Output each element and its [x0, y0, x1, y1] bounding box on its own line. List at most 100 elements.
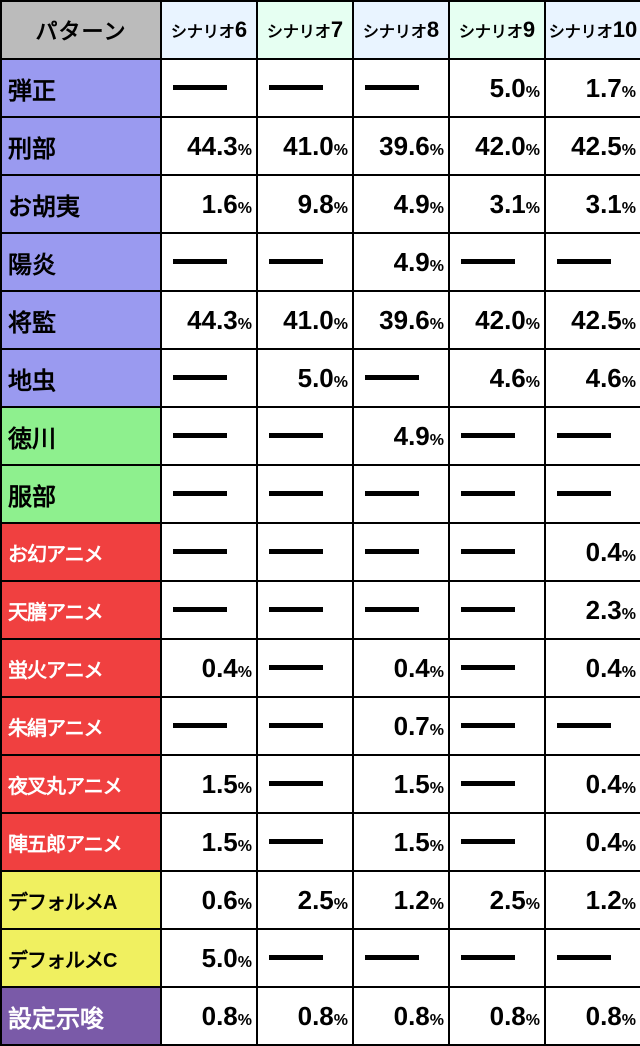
cell-number: 44.3 [187, 131, 238, 161]
cell-value: 42.5% [545, 117, 640, 175]
cell-number: 1.5 [202, 769, 238, 799]
cell-value [161, 59, 257, 117]
percent-sign: % [622, 1012, 636, 1029]
column-header-prefix: シナリオ [549, 24, 613, 41]
table-row: 地虫5.0%4.6%4.6% [1, 349, 640, 407]
cell-value: 5.0% [161, 929, 257, 987]
cell-value: 9.8% [257, 175, 353, 233]
dash-icon [461, 781, 515, 786]
cell-value [353, 349, 449, 407]
percent-sign: % [238, 316, 252, 333]
cell-value: 39.6% [353, 291, 449, 349]
cell-number: 0.8 [202, 1001, 238, 1031]
dash-icon [365, 491, 419, 496]
cell-value: 0.4% [545, 639, 640, 697]
cell-number: 2.5 [490, 885, 526, 915]
cell-value [353, 929, 449, 987]
cell-value [257, 465, 353, 523]
percent-sign: % [238, 142, 252, 159]
dash-icon [173, 549, 227, 554]
table-row: 陣五郎アニメ1.5%1.5%0.4% [1, 813, 640, 871]
cell-value: 4.6% [449, 349, 545, 407]
percent-sign: % [430, 838, 444, 855]
column-header-9: シナリオ9 [449, 1, 545, 59]
cell-value [449, 929, 545, 987]
row-label: 陣五郎アニメ [1, 813, 161, 871]
cell-number: 0.8 [394, 1001, 430, 1031]
percent-sign: % [238, 200, 252, 217]
cell-value: 2.5% [449, 871, 545, 929]
column-header-prefix: シナリオ [459, 24, 523, 41]
cell-value [257, 407, 353, 465]
cell-value [161, 349, 257, 407]
dash-icon [269, 839, 323, 844]
percent-sign: % [622, 84, 636, 101]
column-header-6: シナリオ6 [161, 1, 257, 59]
dash-icon [269, 549, 323, 554]
percent-sign: % [238, 954, 252, 971]
cell-value [353, 465, 449, 523]
percent-sign: % [238, 1012, 252, 1029]
cell-number: 4.9 [394, 421, 430, 451]
cell-value [545, 407, 640, 465]
cell-value: 0.4% [545, 813, 640, 871]
dash-icon [461, 723, 515, 728]
dash-icon [269, 85, 323, 90]
cell-number: 3.1 [586, 189, 622, 219]
cell-value: 44.3% [161, 291, 257, 349]
dash-icon [461, 259, 515, 264]
table-row: 服部 [1, 465, 640, 523]
cell-value: 0.8% [161, 987, 257, 1045]
table-row: 天膳アニメ2.3% [1, 581, 640, 639]
row-label: 設定示唆 [1, 987, 161, 1045]
percent-sign: % [622, 606, 636, 623]
cell-number: 42.5 [571, 131, 622, 161]
percent-sign: % [526, 142, 540, 159]
table-row: 朱絹アニメ0.7% [1, 697, 640, 755]
percent-sign: % [526, 1012, 540, 1029]
cell-value [257, 639, 353, 697]
column-header-num: 10 [613, 17, 637, 42]
cell-number: 0.4 [586, 769, 622, 799]
dash-icon [269, 665, 323, 670]
cell-number: 0.4 [394, 653, 430, 683]
percent-sign: % [334, 200, 348, 217]
table-row: デフォルメC5.0% [1, 929, 640, 987]
cell-number: 0.6 [202, 885, 238, 915]
table-row: 設定示唆0.8%0.8%0.8%0.8%0.8% [1, 987, 640, 1045]
cell-value [257, 697, 353, 755]
cell-number: 1.5 [202, 827, 238, 857]
percent-sign: % [430, 432, 444, 449]
cell-value: 0.8% [449, 987, 545, 1045]
dash-icon [173, 259, 227, 264]
dash-icon [461, 433, 515, 438]
column-header-num: 9 [523, 17, 535, 42]
cell-number: 41.0 [283, 131, 334, 161]
row-label: 朱絹アニメ [1, 697, 161, 755]
cell-value: 1.2% [353, 871, 449, 929]
cell-value: 4.9% [353, 175, 449, 233]
cell-number: 4.6 [586, 363, 622, 393]
table-row: 弾正5.0%1.7% [1, 59, 640, 117]
percent-sign: % [430, 896, 444, 913]
cell-value [353, 523, 449, 581]
percent-sign: % [622, 780, 636, 797]
percent-sign: % [430, 200, 444, 217]
percent-sign: % [334, 142, 348, 159]
column-header-num: 7 [331, 17, 343, 42]
table-row: お幻アニメ0.4% [1, 523, 640, 581]
table-row: お胡夷1.6%9.8%4.9%3.1%3.1% [1, 175, 640, 233]
percent-sign: % [622, 664, 636, 681]
cell-number: 1.5 [394, 769, 430, 799]
cell-value [257, 755, 353, 813]
cell-number: 0.4 [586, 537, 622, 567]
cell-number: 0.4 [586, 827, 622, 857]
cell-value: 4.9% [353, 233, 449, 291]
table-row: 将監44.3%41.0%39.6%42.0%42.5% [1, 291, 640, 349]
percent-sign: % [526, 896, 540, 913]
dash-icon [557, 723, 611, 728]
cell-number: 2.3 [586, 595, 622, 625]
dash-icon [173, 491, 227, 496]
percent-sign: % [622, 896, 636, 913]
percent-sign: % [238, 838, 252, 855]
